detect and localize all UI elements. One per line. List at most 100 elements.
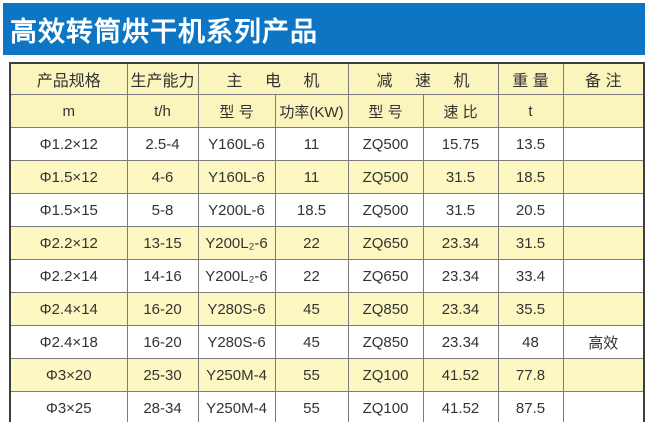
- reducer-model-cell: ZQ650: [347, 259, 424, 293]
- subheader-reducer-model: 型 号: [347, 94, 424, 128]
- header-weight: 重 量: [497, 62, 564, 95]
- weight-cell: 31.5: [497, 226, 564, 260]
- motor-power-cell: 18.5: [274, 193, 349, 227]
- speed-ratio-cell: 31.5: [422, 160, 499, 194]
- motor-model-cell: Y250M-4: [197, 358, 276, 392]
- header-main-motor: 主 电 机: [197, 62, 349, 95]
- subheader-weight-unit: t: [497, 94, 564, 128]
- weight-cell: 13.5: [497, 127, 564, 161]
- reducer-model-cell: ZQ850: [347, 292, 424, 326]
- header-reducer: 减 速 机: [347, 62, 499, 95]
- speed-ratio-cell: 15.75: [422, 127, 499, 161]
- capacity-cell: 4-6: [126, 160, 199, 194]
- table-row: Φ2.2×12 13-15 Y200L₂-6 22 ZQ650 23.34 31…: [9, 226, 645, 260]
- reducer-model-cell: ZQ650: [347, 226, 424, 260]
- table-row: Φ2.4×18 16-20 Y280S-6 45 ZQ850 23.34 48 …: [9, 325, 645, 359]
- motor-power-cell: 45: [274, 292, 349, 326]
- reducer-model-cell: ZQ100: [347, 358, 424, 392]
- remarks-cell: [562, 193, 645, 227]
- remarks-cell: 高效: [562, 325, 645, 359]
- motor-power-cell: 45: [274, 325, 349, 359]
- weight-cell: 77.8: [497, 358, 564, 392]
- spec-cell: Φ1.2×12: [9, 127, 128, 161]
- spec-cell: Φ2.4×14: [9, 292, 128, 326]
- header-remarks: 备 注: [562, 62, 645, 95]
- weight-cell: 20.5: [497, 193, 564, 227]
- spec-cell: Φ1.5×15: [9, 193, 128, 227]
- motor-power-cell: 55: [274, 358, 349, 392]
- spec-cell: Φ1.5×12: [9, 160, 128, 194]
- table-row: Φ1.5×15 5-8 Y200L-6 18.5 ZQ500 31.5 20.5: [9, 193, 645, 227]
- speed-ratio-cell: 23.34: [422, 325, 499, 359]
- motor-model-cell: Y250M-4: [197, 391, 276, 422]
- header-unit-row: m t/h 型 号 功率(KW) 型 号 速 比 t: [9, 94, 645, 128]
- capacity-cell: 16-20: [126, 325, 199, 359]
- speed-ratio-cell: 23.34: [422, 259, 499, 293]
- motor-power-cell: 11: [274, 160, 349, 194]
- weight-cell: 18.5: [497, 160, 564, 194]
- reducer-model-cell: ZQ100: [347, 391, 424, 422]
- subheader-remarks-unit: [562, 94, 645, 128]
- spec-cell: Φ2.2×12: [9, 226, 128, 260]
- page-title: 高效转筒烘干机系列产品: [10, 16, 318, 47]
- subheader-spec-unit: m: [9, 94, 128, 128]
- capacity-cell: 14-16: [126, 259, 199, 293]
- product-spec-table: 产品规格 生产能力 主 电 机 减 速 机 重 量 备 注 m t/h 型 号 …: [9, 62, 645, 422]
- header-capacity: 生产能力: [126, 62, 199, 95]
- motor-model-cell: Y200L₂-6: [197, 259, 276, 293]
- reducer-model-cell: ZQ500: [347, 193, 424, 227]
- capacity-cell: 13-15: [126, 226, 199, 260]
- motor-model-cell: Y200L-6: [197, 193, 276, 227]
- remarks-cell: [562, 160, 645, 194]
- motor-power-cell: 55: [274, 391, 349, 422]
- remarks-cell: [562, 358, 645, 392]
- weight-cell: 33.4: [497, 259, 564, 293]
- motor-power-cell: 11: [274, 127, 349, 161]
- motor-model-cell: Y280S-6: [197, 292, 276, 326]
- motor-power-cell: 22: [274, 259, 349, 293]
- capacity-cell: 2.5-4: [126, 127, 199, 161]
- table-row: Φ2.2×14 14-16 Y200L₂-6 22 ZQ650 23.34 33…: [9, 259, 645, 293]
- spec-cell: Φ2.2×14: [9, 259, 128, 293]
- table-row: Φ1.2×12 2.5-4 Y160L-6 11 ZQ500 15.75 13.…: [9, 127, 645, 161]
- remarks-cell: [562, 226, 645, 260]
- motor-model-cell: Y160L-6: [197, 127, 276, 161]
- motor-power-cell: 22: [274, 226, 349, 260]
- subheader-motor-power: 功率(KW): [274, 94, 349, 128]
- reducer-model-cell: ZQ500: [347, 160, 424, 194]
- spec-cell: Φ2.4×18: [9, 325, 128, 359]
- capacity-cell: 5-8: [126, 193, 199, 227]
- speed-ratio-cell: 41.52: [422, 391, 499, 422]
- header-group-row: 产品规格 生产能力 主 电 机 减 速 机 重 量 备 注: [9, 62, 645, 95]
- capacity-cell: 28-34: [126, 391, 199, 422]
- remarks-cell: [562, 259, 645, 293]
- remarks-cell: [562, 127, 645, 161]
- weight-cell: 48: [497, 325, 564, 359]
- subheader-capacity-unit: t/h: [126, 94, 199, 128]
- reducer-model-cell: ZQ850: [347, 325, 424, 359]
- motor-model-cell: Y160L-6: [197, 160, 276, 194]
- capacity-cell: 16-20: [126, 292, 199, 326]
- weight-cell: 87.5: [497, 391, 564, 422]
- speed-ratio-cell: 23.34: [422, 292, 499, 326]
- remarks-cell: [562, 292, 645, 326]
- table-row: Φ2.4×14 16-20 Y280S-6 45 ZQ850 23.34 35.…: [9, 292, 645, 326]
- header-product-spec: 产品规格: [9, 62, 128, 95]
- title-bar: 高效转筒烘干机系列产品: [3, 3, 645, 55]
- subheader-speed-ratio: 速 比: [422, 94, 499, 128]
- motor-model-cell: Y280S-6: [197, 325, 276, 359]
- reducer-model-cell: ZQ500: [347, 127, 424, 161]
- speed-ratio-cell: 23.34: [422, 226, 499, 260]
- spec-cell: Φ3×20: [9, 358, 128, 392]
- table-row: Φ3×20 25-30 Y250M-4 55 ZQ100 41.52 77.8: [9, 358, 645, 392]
- capacity-cell: 25-30: [126, 358, 199, 392]
- weight-cell: 35.5: [497, 292, 564, 326]
- motor-model-cell: Y200L₂-6: [197, 226, 276, 260]
- speed-ratio-cell: 41.52: [422, 358, 499, 392]
- table-row: Φ1.5×12 4-6 Y160L-6 11 ZQ500 31.5 18.5: [9, 160, 645, 194]
- spec-cell: Φ3×25: [9, 391, 128, 422]
- table-row: Φ3×25 28-34 Y250M-4 55 ZQ100 41.52 87.5: [9, 391, 645, 422]
- subheader-motor-model: 型 号: [197, 94, 276, 128]
- remarks-cell: [562, 391, 645, 422]
